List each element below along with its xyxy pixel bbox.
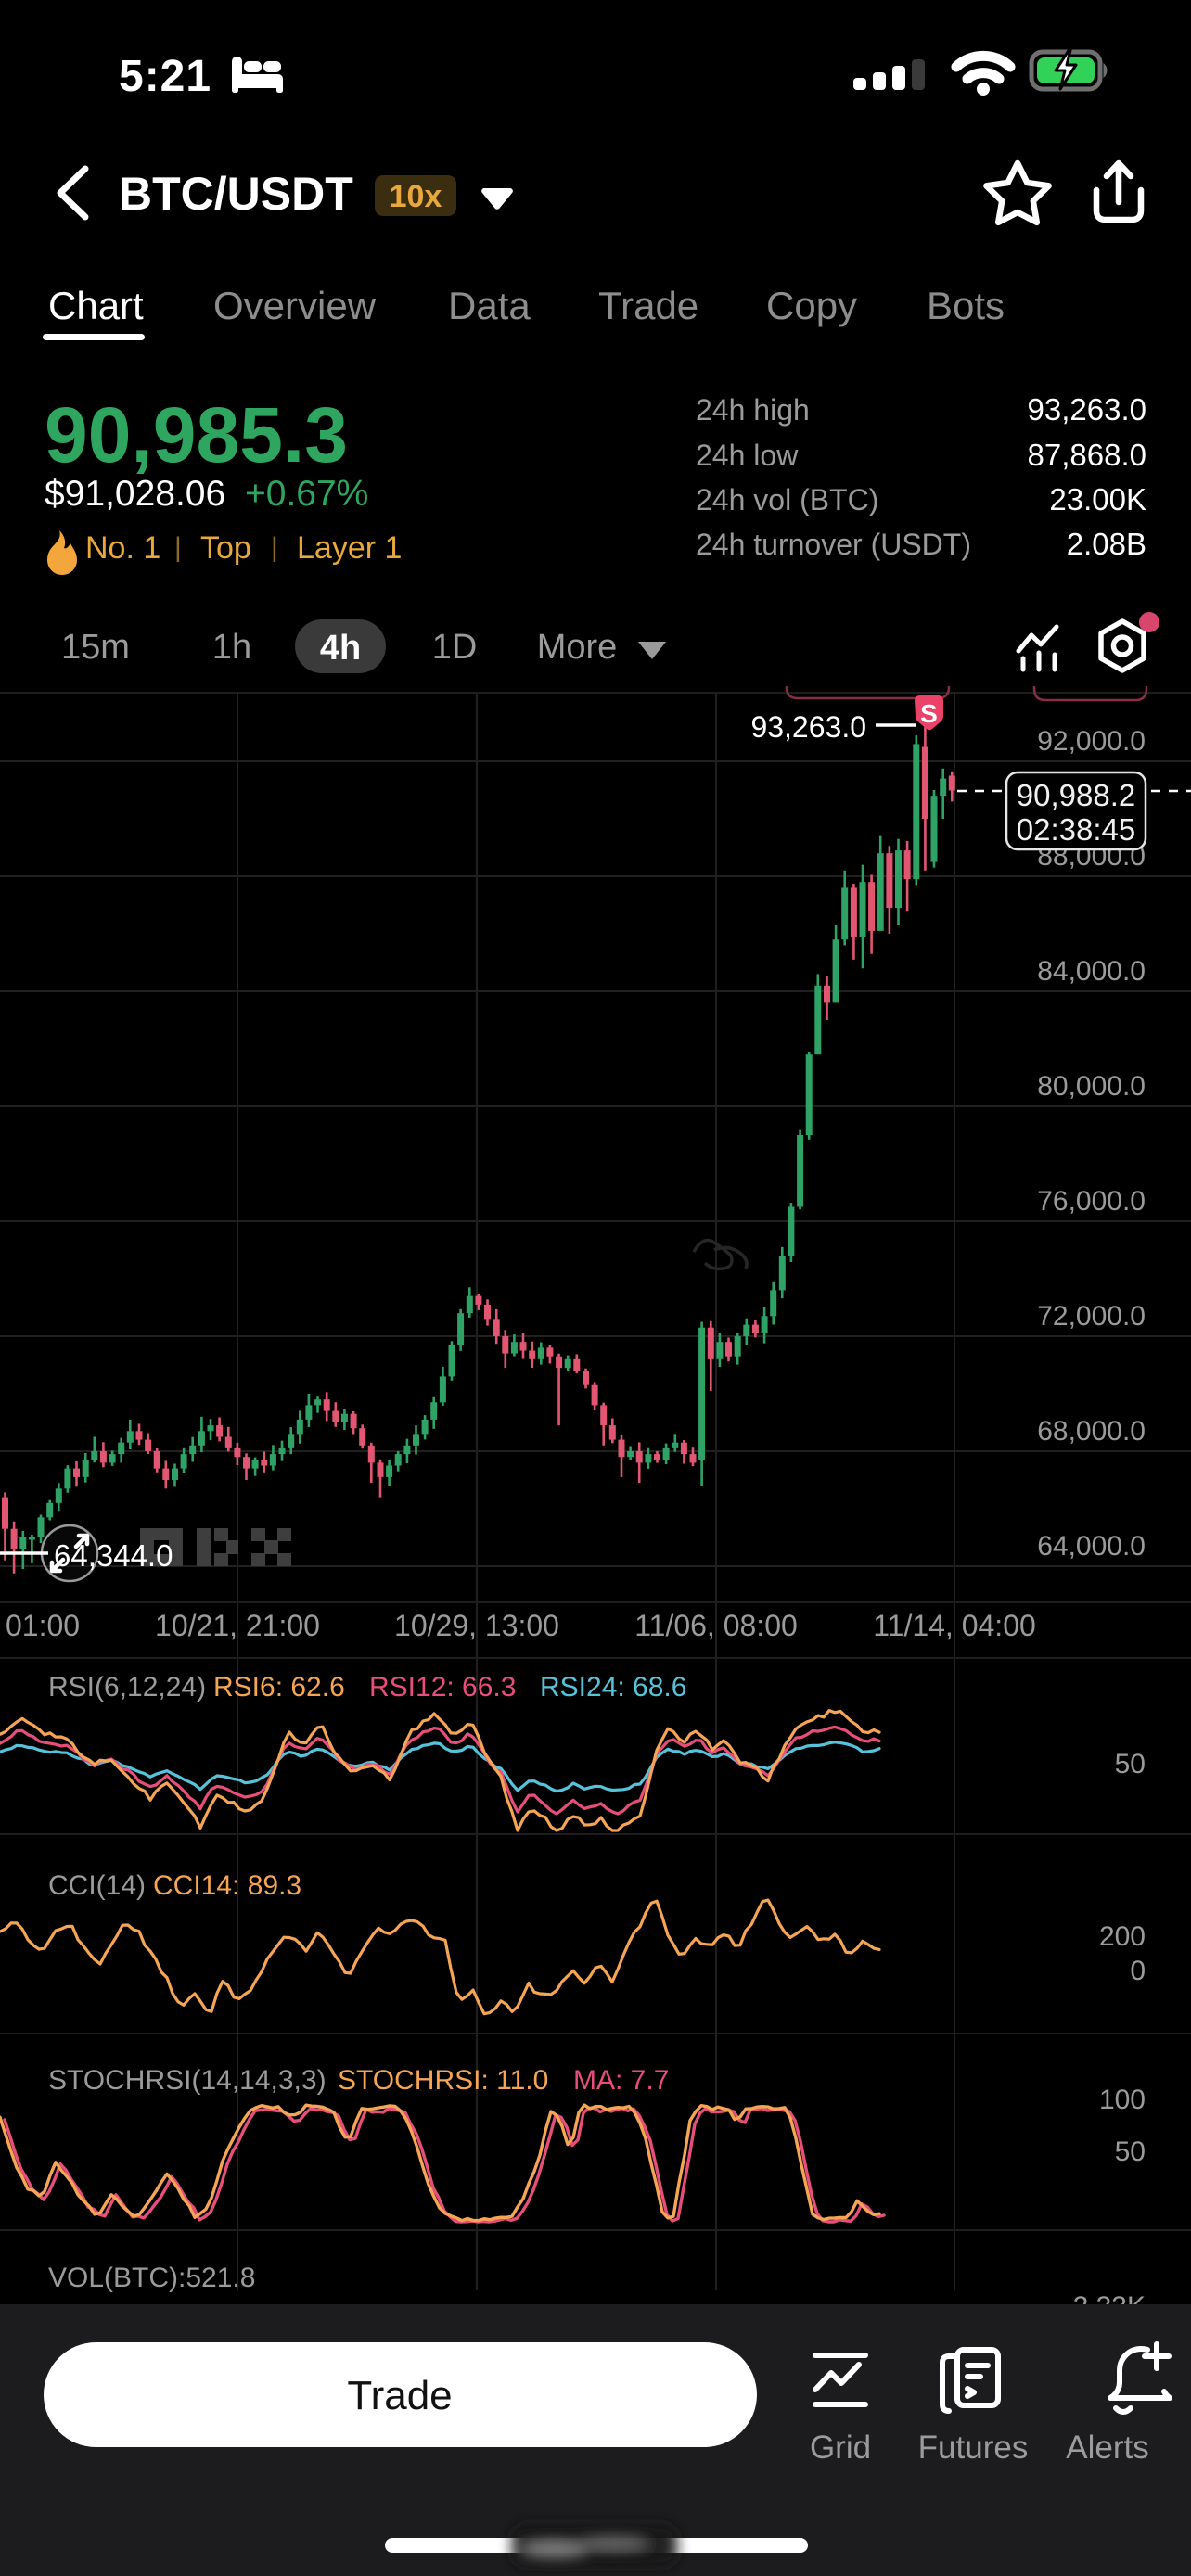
svg-text:10/21, 21:00: 10/21, 21:00 <box>155 1609 320 1642</box>
svg-text:200: 200 <box>1099 1921 1146 1952</box>
svg-text:Overview: Overview <box>213 284 377 327</box>
svg-text:76,000.0: 76,000.0 <box>1037 1186 1146 1217</box>
svg-text:93,263.0: 93,263.0 <box>1028 392 1146 427</box>
svg-text:87,868.0: 87,868.0 <box>1028 438 1146 472</box>
svg-text:10x: 10x <box>390 179 442 214</box>
svg-text:Top: Top <box>200 530 251 566</box>
svg-text:Trade: Trade <box>347 2373 452 2418</box>
svg-text:S: S <box>920 699 938 728</box>
svg-text:More: More <box>537 628 618 667</box>
svg-text:CCI(14): CCI(14) <box>48 1870 146 1901</box>
svg-text:1h: 1h <box>212 628 251 667</box>
svg-text:92,000.0: 92,000.0 <box>1037 726 1146 757</box>
svg-text:Chart: Chart <box>48 284 144 327</box>
svg-text:RSI12: 66.3: RSI12: 66.3 <box>369 1672 516 1702</box>
svg-text:24h high: 24h high <box>696 393 810 427</box>
svg-text:RSI6: 62.6: RSI6: 62.6 <box>213 1672 345 1702</box>
svg-text:24h vol (BTC): 24h vol (BTC) <box>696 483 878 516</box>
svg-text:No. 1: No. 1 <box>85 530 160 566</box>
svg-text:MA: 7.7: MA: 7.7 <box>573 2065 669 2096</box>
svg-text:11/14, 04:00: 11/14, 04:00 <box>873 1609 1036 1642</box>
svg-text:93,263.0: 93,263.0 <box>750 710 866 744</box>
svg-text:Data: Data <box>448 284 531 327</box>
svg-text:$91,028.06: $91,028.06 <box>45 474 225 514</box>
svg-text:Futures: Futures <box>918 2429 1029 2466</box>
svg-text:90,985.3: 90,985.3 <box>45 391 348 478</box>
svg-text:Layer 1: Layer 1 <box>297 530 402 566</box>
svg-text:02:38:45: 02:38:45 <box>1017 812 1135 847</box>
svg-text:01:00: 01:00 <box>6 1609 80 1642</box>
svg-text:1D: 1D <box>432 628 478 667</box>
svg-text:24h low: 24h low <box>696 439 799 472</box>
svg-text:CCI14: 89.3: CCI14: 89.3 <box>153 1870 301 1901</box>
svg-text:68,000.0: 68,000.0 <box>1037 1416 1146 1447</box>
svg-text:VOL(BTC):521.8: VOL(BTC):521.8 <box>48 2263 255 2293</box>
svg-text:10/29, 13:00: 10/29, 13:00 <box>394 1609 559 1642</box>
svg-text:84,000.0: 84,000.0 <box>1037 956 1146 987</box>
svg-text:RSI(6,12,24): RSI(6,12,24) <box>48 1672 206 1702</box>
svg-text:90,988.2: 90,988.2 <box>1017 778 1135 812</box>
svg-text:15m: 15m <box>61 628 130 667</box>
svg-text:+0.67%: +0.67% <box>245 474 368 514</box>
svg-text:Trade: Trade <box>598 284 698 327</box>
svg-text:80,000.0: 80,000.0 <box>1037 1071 1146 1102</box>
svg-text:STOCHRSI(14,14,3,3): STOCHRSI(14,14,3,3) <box>48 2065 327 2096</box>
svg-text:RSI24: 68.6: RSI24: 68.6 <box>540 1672 686 1702</box>
svg-text:64,344.0: 64,344.0 <box>54 1538 173 1573</box>
svg-text:Copy: Copy <box>766 284 857 327</box>
svg-text:72,000.0: 72,000.0 <box>1037 1301 1146 1332</box>
svg-text:4h: 4h <box>320 629 361 668</box>
svg-text:5:21: 5:21 <box>119 52 211 101</box>
svg-text:Bots: Bots <box>927 284 1005 327</box>
svg-text:Alerts: Alerts <box>1066 2429 1148 2466</box>
svg-text:|: | <box>174 532 182 563</box>
svg-text:BTC/USDT: BTC/USDT <box>119 168 353 220</box>
svg-text:Grid: Grid <box>810 2429 871 2466</box>
svg-text:23.00K: 23.00K <box>1049 482 1146 516</box>
svg-text:50: 50 <box>1115 1749 1146 1779</box>
svg-text:24h turnover (USDT): 24h turnover (USDT) <box>696 528 971 561</box>
svg-text:50: 50 <box>1115 2136 1146 2167</box>
svg-text:STOCHRSI: 11.0: STOCHRSI: 11.0 <box>338 2065 548 2096</box>
svg-text:0: 0 <box>1130 1956 1146 1986</box>
svg-text:100: 100 <box>1099 2085 1146 2115</box>
svg-text:11/06, 08:00: 11/06, 08:00 <box>634 1609 798 1642</box>
svg-text:2.08B: 2.08B <box>1067 527 1146 561</box>
svg-text:64,000.0: 64,000.0 <box>1037 1531 1146 1562</box>
svg-text:|: | <box>271 532 278 563</box>
